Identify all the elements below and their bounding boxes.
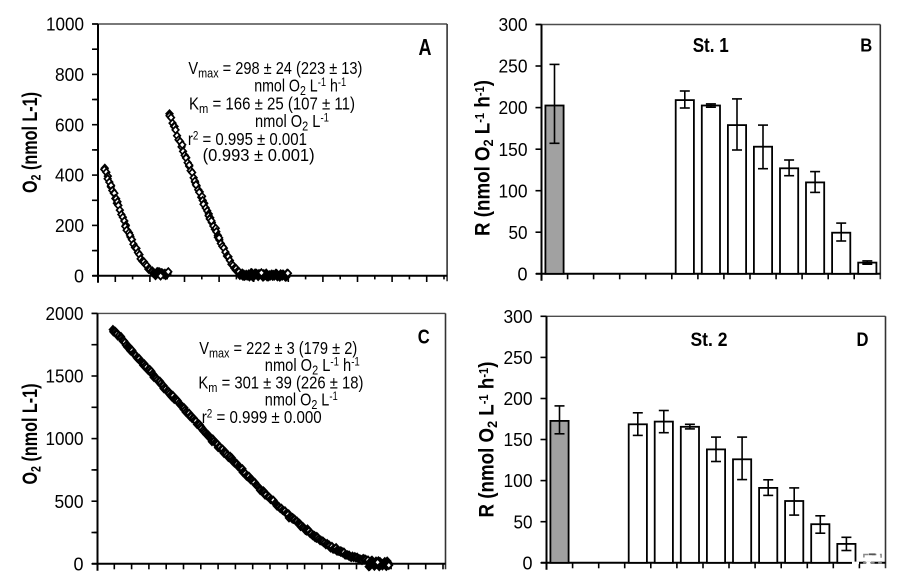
svg-text:r2​ = 0.995 ± 0.001: r2​ = 0.995 ± 0.001 bbox=[188, 129, 307, 149]
svg-text:0: 0 bbox=[523, 553, 533, 573]
svg-text:200: 200 bbox=[499, 98, 528, 118]
svg-text:0: 0 bbox=[74, 266, 84, 286]
svg-text:300: 300 bbox=[499, 15, 528, 35]
svg-text:A: A bbox=[419, 34, 432, 60]
svg-text:1500: 1500 bbox=[46, 367, 84, 387]
svg-text:Km​ = 301 ± 39 (226 ± 18): Km​ = 301 ± 39 (226 ± 18) bbox=[198, 372, 363, 395]
svg-text:50: 50 bbox=[514, 512, 533, 532]
svg-text:300: 300 bbox=[504, 307, 533, 327]
svg-text:600: 600 bbox=[55, 115, 84, 135]
svg-text:St. 2: St. 2 bbox=[691, 329, 728, 351]
svg-text:Vmax​ = 222 ± 3 (179 ± 2): Vmax​ = 222 ± 3 (179 ± 2) bbox=[199, 338, 357, 361]
svg-text:D: D bbox=[857, 329, 869, 351]
svg-text:2000: 2000 bbox=[46, 304, 84, 324]
svg-text:R (nmol O2​ L-1​ h-1​): R (nmol O2​ L-1​ h-1​) bbox=[472, 80, 497, 236]
svg-text:500: 500 bbox=[55, 492, 84, 512]
svg-text:0: 0 bbox=[74, 554, 84, 574]
svg-text:R (nmol O2​ L-1​ h-1​): R (nmol O2​ L-1​ h-1​) bbox=[476, 362, 501, 518]
svg-text:1000: 1000 bbox=[46, 15, 84, 35]
svg-text:nmol O2​ L-1​: nmol O2​ L-1​ bbox=[265, 390, 338, 413]
svg-text:B: B bbox=[860, 36, 872, 56]
svg-text:0: 0 bbox=[518, 264, 528, 284]
svg-text:400: 400 bbox=[55, 166, 84, 186]
svg-text:50: 50 bbox=[509, 223, 528, 243]
svg-text:150: 150 bbox=[499, 140, 528, 160]
svg-text:250: 250 bbox=[499, 57, 528, 77]
svg-text:100: 100 bbox=[504, 471, 533, 491]
svg-text:250: 250 bbox=[504, 348, 533, 368]
svg-text:100: 100 bbox=[499, 181, 528, 201]
svg-text:1000: 1000 bbox=[46, 429, 84, 449]
svg-text:nmol O2​ L-1​: nmol O2​ L-1​ bbox=[255, 111, 329, 134]
svg-text:150: 150 bbox=[504, 430, 533, 450]
svg-text:Km​ = 166 ± 25 (107 ± 11): Km​ = 166 ± 25 (107 ± 11) bbox=[189, 93, 355, 116]
svg-text:r2​ = 0.999 ± 0.000: r2​ = 0.999 ± 0.000 bbox=[202, 407, 322, 427]
svg-text:(0.993 ± 0.001): (0.993 ± 0.001) bbox=[203, 145, 315, 165]
svg-text:Vmax​ = 298 ± 24 (223 ± 13): Vmax​ = 298 ± 24 (223 ± 13) bbox=[188, 58, 362, 81]
svg-text:200: 200 bbox=[55, 216, 84, 236]
svg-text:800: 800 bbox=[55, 65, 84, 85]
svg-text:St. 1: St. 1 bbox=[693, 34, 729, 57]
svg-text:C: C bbox=[418, 327, 430, 349]
svg-text:200: 200 bbox=[504, 389, 533, 409]
